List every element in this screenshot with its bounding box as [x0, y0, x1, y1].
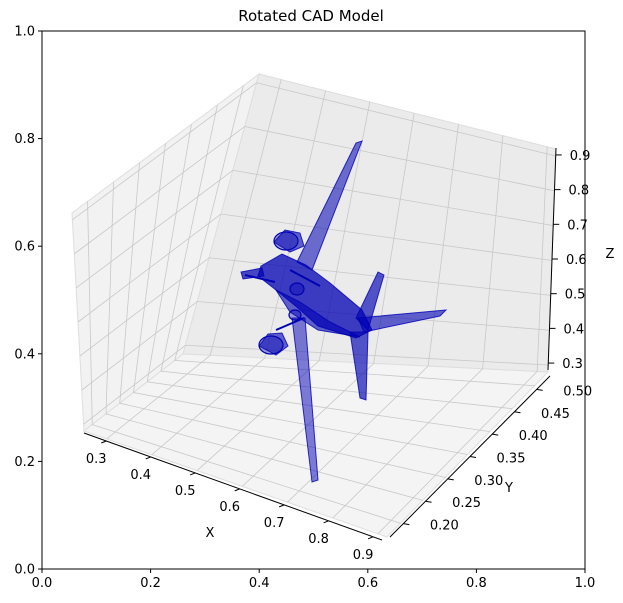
- outer-x-tick-label: 0.6: [357, 576, 378, 591]
- x3d-tick-label: 0.6: [219, 500, 240, 515]
- z-gridline: [81, 301, 550, 391]
- x3d-tick-mark: [145, 456, 151, 460]
- y-gridline: [160, 104, 513, 410]
- z-gridline: [74, 126, 555, 255]
- x-gridline: [106, 79, 282, 440]
- x3d-tick-label: 0.8: [308, 532, 329, 547]
- mesh-strut: [289, 269, 321, 287]
- x3d-tick-mark: [234, 488, 240, 492]
- y3d-tick-mark: [536, 388, 543, 391]
- x-axis-label: X: [206, 526, 215, 541]
- x3d-tick-mark: [323, 520, 329, 524]
- z-gridline: [79, 257, 551, 357]
- y3d-tick-mark: [425, 500, 432, 503]
- x3d-tick-label: 0.3: [86, 452, 107, 467]
- z3d-tick-label: 0.4: [564, 322, 585, 337]
- x-gridline: [196, 101, 371, 471]
- x3d-tick-mark: [278, 504, 285, 508]
- mesh-strut: [275, 317, 305, 331]
- x-axis-line: [83, 432, 383, 541]
- z-axis-label: Z: [606, 247, 615, 262]
- mesh-propeller: [288, 309, 302, 321]
- z3d-ticks: 0.3 0.4 0.5 0.6 0.7 0.8 0.9: [548, 149, 590, 372]
- z3d-tick-label: 0.5: [565, 288, 586, 303]
- y3d-tick-label: 0.25: [452, 496, 481, 511]
- y3d-tick-mark: [447, 478, 454, 481]
- outer-x-tick-label: 0.2: [140, 576, 161, 591]
- y3d-tick-label: 0.45: [541, 407, 570, 422]
- y3d-tick-label: 0.40: [519, 429, 548, 444]
- z3d-tick-label: 0.6: [566, 253, 587, 268]
- outer-y-tick-label: 0.6: [14, 240, 35, 255]
- outer-x-tick-label: 0.4: [249, 576, 270, 591]
- z-gridline: [72, 82, 556, 221]
- y3d-tick-label: 0.20: [430, 519, 459, 534]
- z-gridline: [77, 213, 553, 323]
- y3d-tick-mark: [514, 411, 521, 414]
- y3d-tick-label: 0.35: [497, 452, 526, 467]
- y-gridline: [133, 143, 468, 455]
- mesh-propeller: [273, 231, 299, 251]
- mesh-tail-vertical-upper: [355, 271, 385, 331]
- mesh-propeller: [258, 335, 284, 355]
- y-gridline: [87, 201, 401, 524]
- cad-aircraft-model: [240, 140, 448, 483]
- y3d-tick-mark: [403, 523, 410, 526]
- 3d-gridlines: [72, 79, 556, 535]
- x-gridline: [332, 135, 504, 519]
- outer-x-ticks: 0.0 0.2 0.4 0.6 0.8 1.0: [32, 569, 596, 591]
- x3d-tick-label: 0.4: [130, 468, 151, 483]
- mesh-propeller: [289, 282, 305, 296]
- z-gridline: [83, 344, 549, 425]
- y3d-tick-mark: [469, 456, 477, 458]
- x3d-tick-label: 0.7: [264, 516, 285, 531]
- outer-x-tick-label: 1.0: [575, 576, 596, 591]
- y-axis-label: Y: [504, 481, 513, 496]
- y-gridline: [146, 124, 490, 432]
- x3d-tick-label: 0.5: [175, 484, 196, 499]
- x-gridline: [242, 113, 415, 487]
- x3d-tick-label: 0.9: [353, 548, 374, 563]
- z3d-tick-label: 0.7: [567, 218, 588, 233]
- y3d-tick-label: 0.30: [474, 474, 503, 489]
- outer-axes-frame: [41, 30, 586, 570]
- outer-y-tick-label: 0.8: [14, 132, 35, 147]
- x-gridline: [377, 146, 548, 535]
- outer-y-tick-label: 0.0: [14, 563, 35, 578]
- z3d-tick-label: 0.8: [569, 184, 590, 199]
- z3d-tick-label: 0.9: [570, 149, 591, 164]
- z3d-tick-label: 0.3: [562, 357, 583, 372]
- mesh-strut: [244, 274, 276, 283]
- outer-y-ticks: 0.0 0.2 0.4 0.6 0.8 1.0: [14, 25, 42, 578]
- mesh-tail-vertical-lower: [349, 331, 369, 401]
- x-gridline: [287, 124, 459, 503]
- mesh-tail-horizontal: [357, 309, 448, 333]
- y-gridline: [174, 85, 535, 387]
- outer-y-tick-label: 0.4: [14, 347, 35, 362]
- z-gridline: [75, 169, 554, 289]
- y3d-tick-mark: [492, 433, 499, 436]
- x-gridline: [151, 90, 326, 456]
- chart-title: Rotated CAD Model: [238, 7, 384, 25]
- outer-x-tick-label: 0.0: [32, 576, 53, 591]
- x3d-ticks: 0.3 0.4 0.5 0.6 0.7 0.8 0.9: [86, 440, 374, 563]
- y3d-tick-label: 0.50: [563, 384, 592, 399]
- outer-y-tick-label: 0.2: [14, 455, 35, 470]
- x3d-tick-mark: [101, 440, 107, 444]
- x3d-tick-mark: [190, 472, 196, 476]
- outer-y-tick-label: 1.0: [14, 25, 35, 40]
- y-gridline: [119, 162, 446, 478]
- x3d-tick-mark: [367, 536, 374, 540]
- y3d-ticks: 0.20 0.25 0.30 0.35 0.40 0.45 0.50: [403, 384, 592, 534]
- outer-x-tick-label: 0.8: [466, 576, 487, 591]
